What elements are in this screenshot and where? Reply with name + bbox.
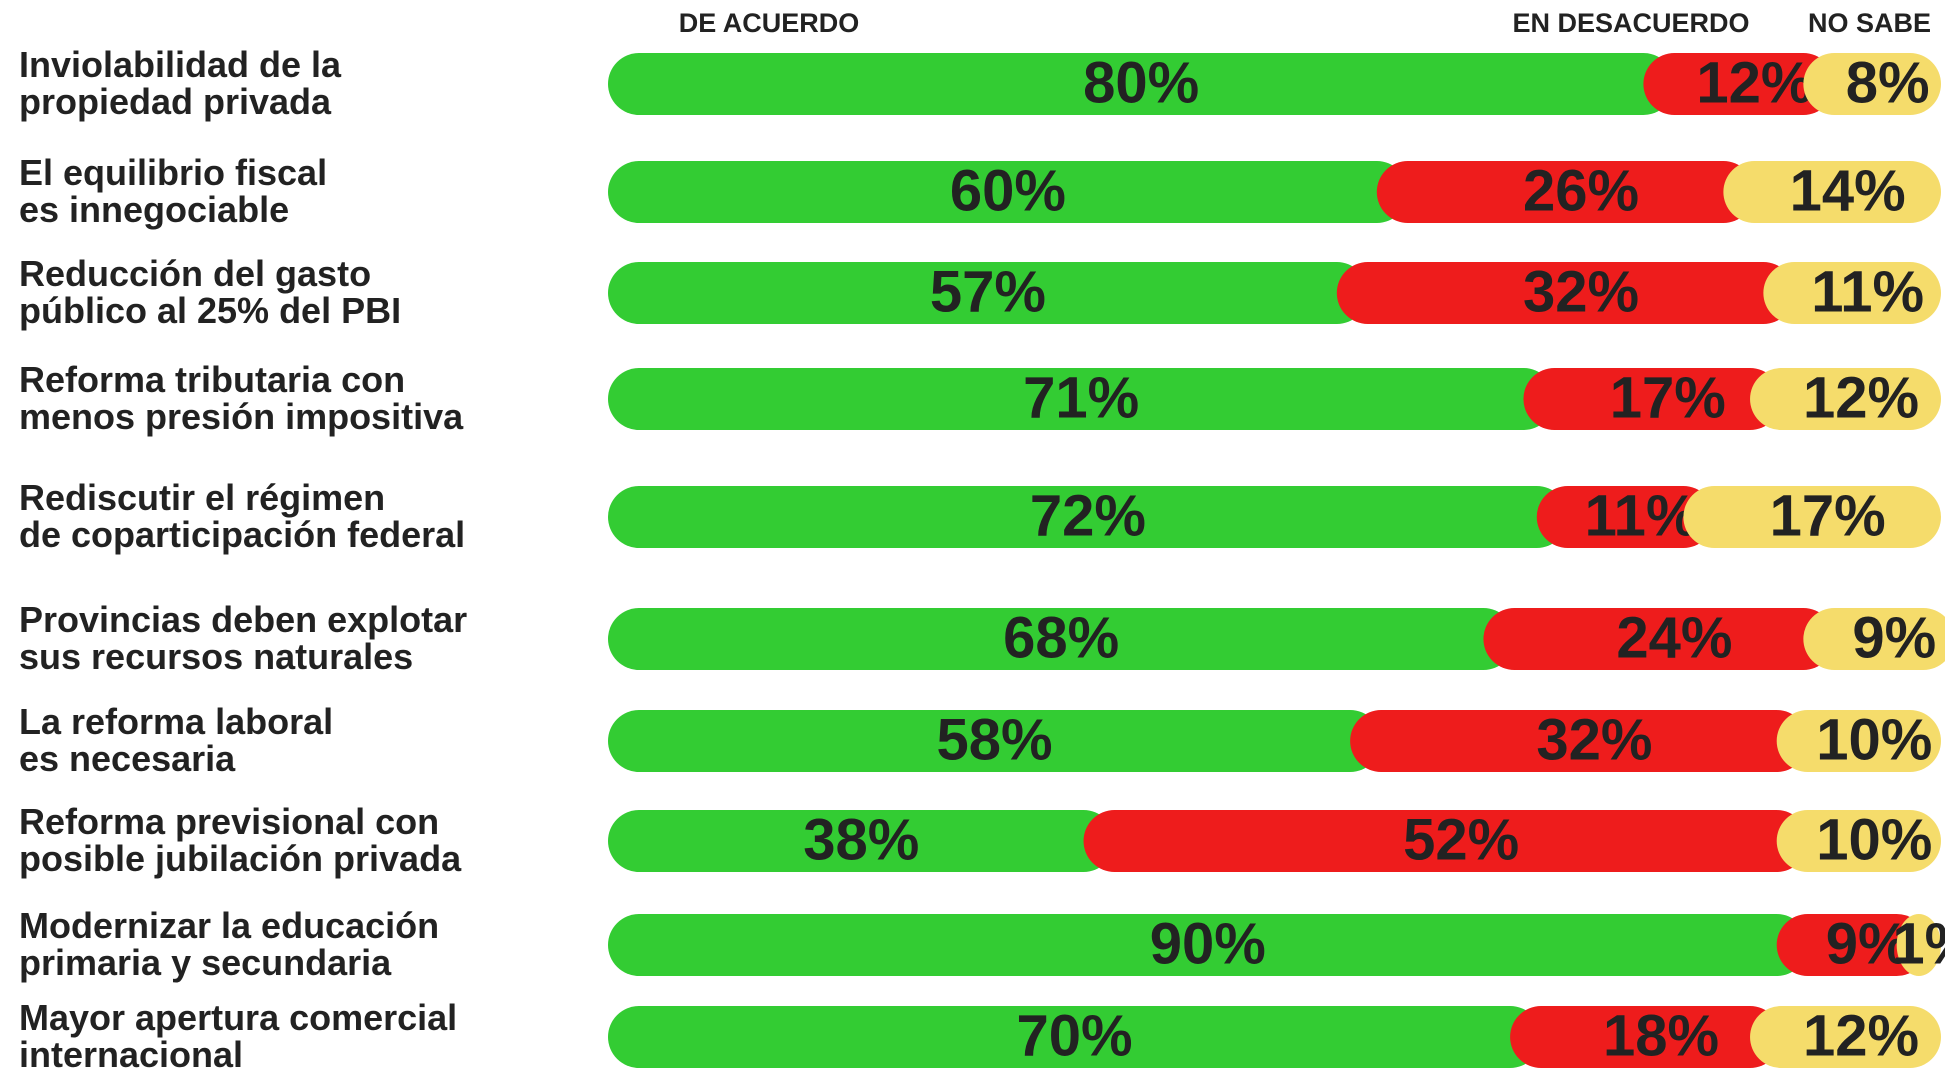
value-label: 12%	[1803, 1003, 1919, 1068]
value-label: 60%	[950, 158, 1066, 223]
bar-segment	[608, 368, 1555, 430]
bar-segment	[1763, 262, 1941, 324]
value-label: 17%	[1770, 483, 1886, 548]
category-label: Reforma previsional con posible jubilaci…	[19, 801, 462, 879]
bar-segment	[1536, 486, 1715, 548]
bar-segment	[1510, 1006, 1782, 1068]
value-label: 24%	[1616, 605, 1732, 670]
legend-label: DE ACUERDO	[679, 8, 860, 38]
value-label: 58%	[937, 707, 1053, 772]
value-label: 32%	[1523, 259, 1639, 324]
value-label: 9%	[1852, 605, 1936, 670]
value-label: 1%	[1892, 911, 1945, 976]
category-label: Rediscutir el régimen de coparticipación…	[19, 477, 466, 555]
category-label: La reforma laboral es necesaria	[19, 701, 334, 779]
bar-segment	[1643, 53, 1835, 115]
value-label: 57%	[930, 259, 1046, 324]
value-label: 8%	[1846, 50, 1930, 115]
bar-segment	[1776, 710, 1941, 772]
bar-segment	[1376, 161, 1755, 223]
value-label: 72%	[1030, 483, 1146, 548]
value-label: 11%	[1811, 259, 1924, 324]
category-label: Reducción del gasto público al 25% del P…	[19, 253, 402, 331]
value-label: 18%	[1603, 1003, 1719, 1068]
legend-label: NO SABE	[1808, 8, 1931, 38]
bar-segment	[608, 53, 1675, 115]
bar-segment	[1803, 608, 1945, 670]
bar-segment	[608, 810, 1115, 872]
value-label: 10%	[1816, 707, 1932, 772]
bar-segment	[1750, 368, 1941, 430]
category-label: Provincias deben explotar sus recursos n…	[19, 599, 468, 677]
bar-segment	[1723, 161, 1941, 223]
bar-segment	[1896, 914, 1941, 976]
value-label: 90%	[1150, 911, 1266, 976]
bar-segment	[608, 486, 1568, 548]
value-label: 38%	[803, 807, 919, 872]
bar-segment	[1750, 1006, 1941, 1068]
category-label: Mayor apertura comercial internacional	[19, 997, 458, 1074]
bar-segment	[608, 161, 1408, 223]
bar-segment	[1776, 914, 1928, 976]
value-label: 12%	[1696, 50, 1812, 115]
value-label: 11%	[1585, 483, 1698, 548]
bar-segment	[1083, 810, 1808, 872]
value-label: 80%	[1083, 50, 1199, 115]
legend-label: EN DESACUERDO	[1512, 8, 1749, 38]
bar-segment	[1350, 710, 1808, 772]
category-label: El equilibrio fiscal es innegociable	[19, 152, 328, 230]
bar-segment	[608, 1006, 1542, 1068]
value-label: 71%	[1023, 365, 1139, 430]
value-label: 9%	[1826, 911, 1910, 976]
value-label: 32%	[1536, 707, 1652, 772]
value-label: 10%	[1816, 807, 1932, 872]
bar-segment	[1483, 608, 1835, 670]
bar-segment	[1683, 486, 1941, 548]
bar-segment	[1336, 262, 1795, 324]
value-label: 70%	[1017, 1003, 1133, 1068]
value-label: 17%	[1610, 365, 1726, 430]
bar-segment	[608, 262, 1368, 324]
bar-segment	[608, 914, 1808, 976]
bar-segment	[608, 608, 1515, 670]
value-label: 14%	[1790, 158, 1906, 223]
bar-segment	[608, 710, 1382, 772]
value-label: 26%	[1523, 158, 1639, 223]
value-label: 12%	[1803, 365, 1919, 430]
value-label: 68%	[1003, 605, 1119, 670]
category-label: Reforma tributaria con menos presión imp…	[19, 359, 464, 437]
category-label: Inviolabilidad de la propiedad privada	[19, 44, 342, 122]
category-label: Modernizar la educación primaria y secun…	[19, 905, 440, 983]
bar-segment	[1776, 810, 1941, 872]
bar-segment	[1803, 53, 1941, 115]
bar-segment	[1523, 368, 1782, 430]
value-label: 52%	[1403, 807, 1519, 872]
